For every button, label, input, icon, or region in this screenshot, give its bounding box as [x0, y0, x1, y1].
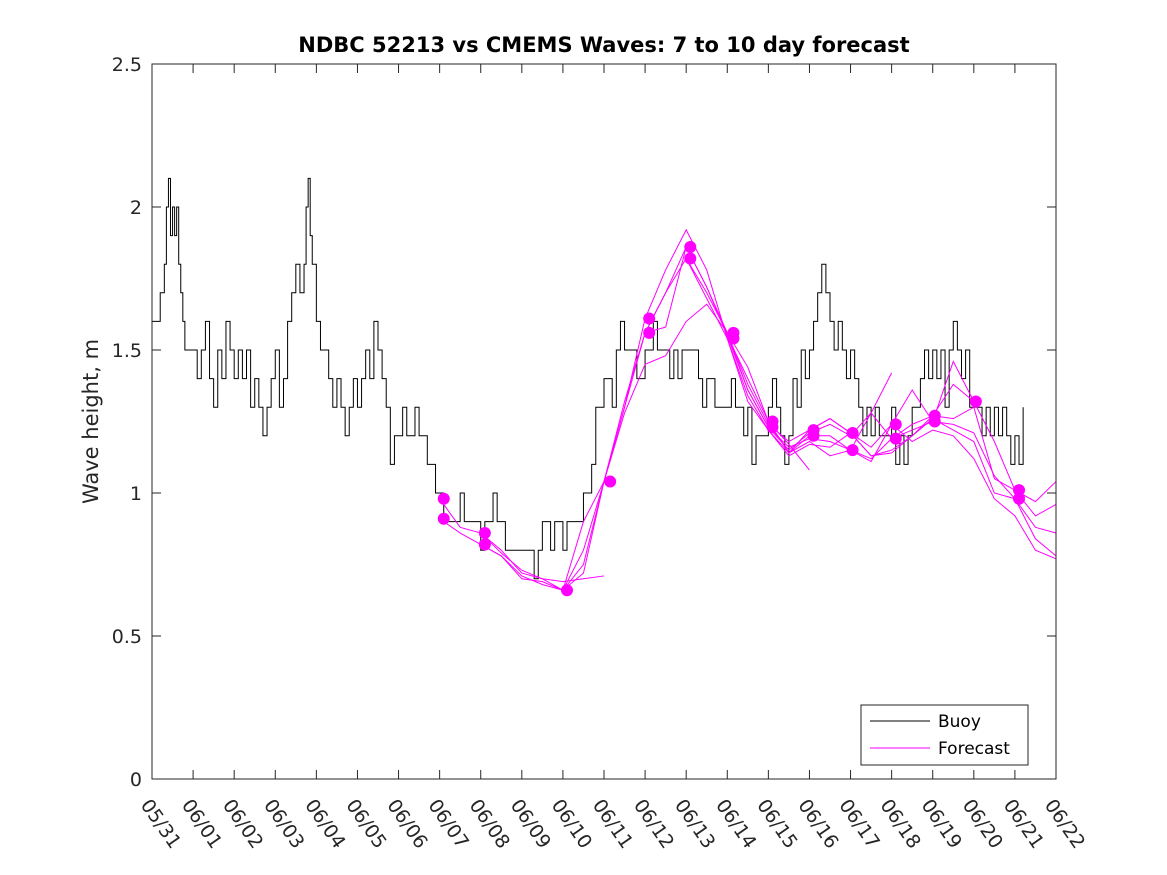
- forecast-marker-19: [889, 432, 902, 445]
- legend-box: [860, 704, 1029, 766]
- forecast-marker-21: [928, 415, 941, 428]
- chart-title: NDBC 52213 vs CMEMS Waves: 7 to 10 day f…: [298, 33, 909, 57]
- forecast-marker-2: [478, 527, 491, 540]
- series-layer: [152, 177, 1057, 597]
- y-tick-label: 0: [130, 769, 142, 791]
- forecast-marker-16: [846, 426, 859, 439]
- forecast-marker-13: [766, 421, 779, 434]
- forecast-marker-22: [969, 395, 982, 408]
- forecast-marker-17: [846, 444, 859, 457]
- y-axis: 0 0.5 1 1.5 2 2.5: [112, 54, 1056, 791]
- forecast-marker-18: [889, 418, 902, 431]
- forecast-marker-3: [478, 538, 491, 551]
- forecast-marker-7: [643, 326, 656, 339]
- y-axis-label: Wave height, m: [79, 339, 103, 504]
- forecast-marker-9: [684, 252, 697, 265]
- forecast-marker-24: [1013, 492, 1026, 505]
- series-buoy-line: [152, 177, 1024, 580]
- forecast-marker-6: [643, 312, 656, 325]
- forecast-marker-23: [1013, 484, 1026, 497]
- forecast-marker-5: [604, 475, 617, 488]
- y-tick-label: 1: [130, 483, 142, 505]
- y-tick-label: 0.5: [112, 626, 142, 648]
- series-forecast-run-0: [439, 498, 605, 583]
- forecast-marker-0: [437, 492, 450, 505]
- forecast-marker-15: [807, 429, 820, 442]
- forecast-marker-11: [727, 332, 740, 345]
- plot-area: [152, 64, 1056, 779]
- forecast-marker-8: [684, 241, 697, 254]
- y-tick-label: 1.5: [112, 340, 142, 362]
- y-tick-label: 2.5: [112, 54, 142, 76]
- legend: Buoy Forecast: [860, 704, 1029, 766]
- legend-label-forecast: Forecast: [938, 739, 1010, 759]
- y-tick-label: 2: [130, 197, 142, 219]
- forecast-marker-4: [561, 584, 574, 597]
- forecast-marker-1: [437, 512, 450, 525]
- legend-label-buoy: Buoy: [938, 712, 981, 732]
